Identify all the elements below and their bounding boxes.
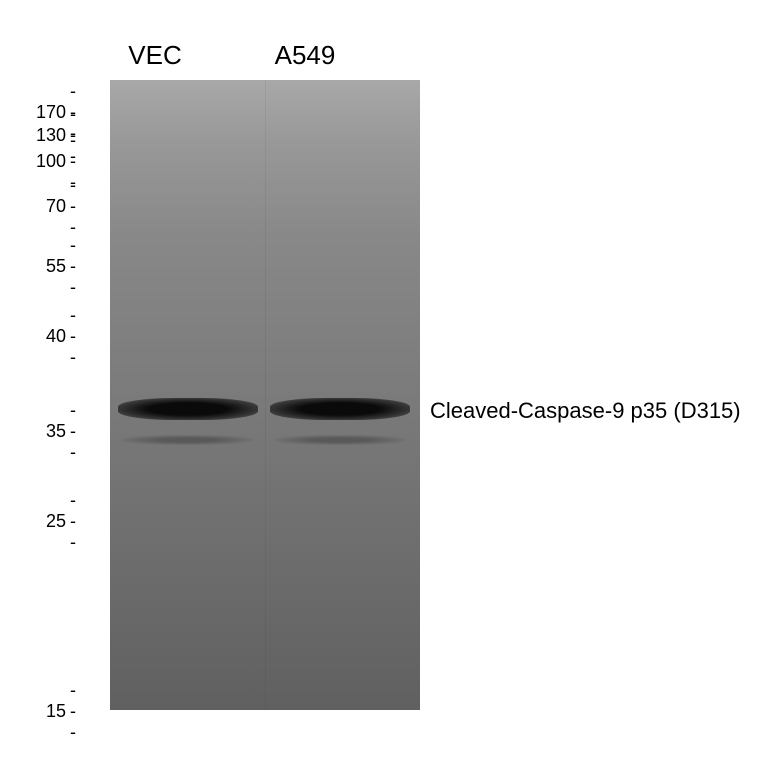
lane-label-a549: A549 xyxy=(260,40,350,71)
marker-15: 15 --- xyxy=(30,680,74,743)
marker-dash: --- xyxy=(70,490,74,553)
marker-70: 70 --- xyxy=(30,175,74,238)
lane-labels-container: VEC A549 xyxy=(110,40,350,71)
band-a549-faint xyxy=(275,435,405,445)
band-vec-faint xyxy=(122,435,252,445)
band-vec-main xyxy=(118,398,258,420)
marker-35: 35 --- xyxy=(30,400,74,463)
marker-dash: --- xyxy=(70,400,74,463)
blot-membrane xyxy=(110,80,420,710)
marker-25: 25 --- xyxy=(30,490,74,553)
marker-dash: --- xyxy=(70,305,74,368)
lane-label-vec: VEC xyxy=(110,40,200,71)
marker-dash: --- xyxy=(70,175,74,238)
marker-dash: --- xyxy=(70,235,74,298)
marker-40: 40 --- xyxy=(30,305,74,368)
marker-55: 55 --- xyxy=(30,235,74,298)
target-protein-label: Cleaved-Caspase-9 p35 (D315) xyxy=(430,398,741,424)
western-blot-figure: VEC A549 170 --- 130 --- 100 --- 70 --- … xyxy=(30,40,730,720)
lane-divider xyxy=(265,80,266,710)
band-a549-main xyxy=(270,398,410,420)
marker-dash: --- xyxy=(70,680,74,743)
